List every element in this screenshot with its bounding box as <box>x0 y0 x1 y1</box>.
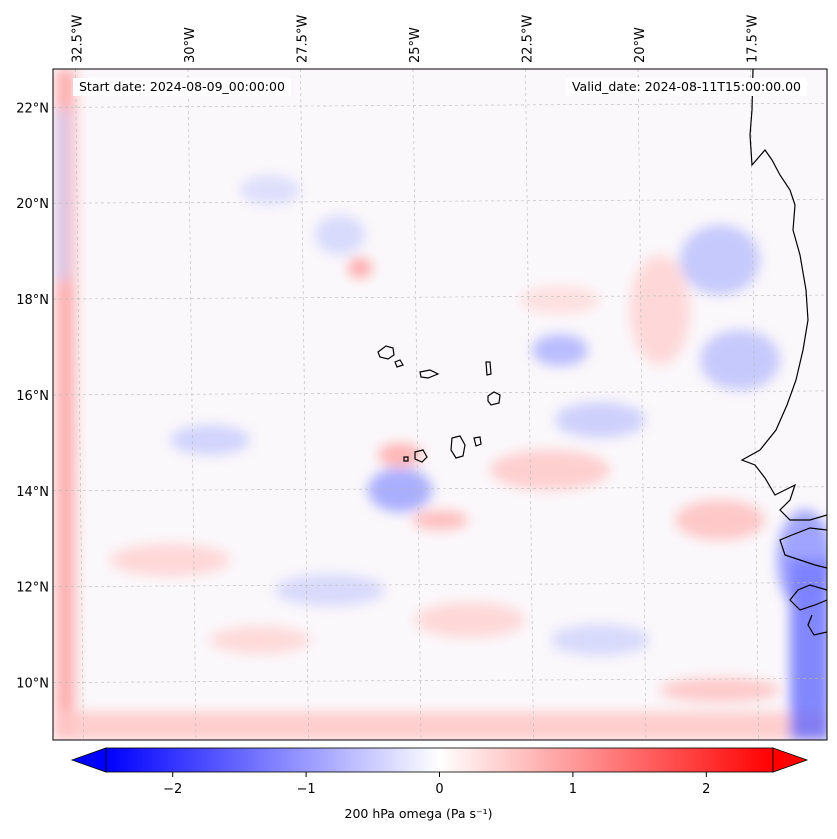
south-blue-patch-1 <box>275 574 385 606</box>
colorbar-tick-label: −2 <box>163 782 182 797</box>
colorbar-extend-right <box>772 747 809 773</box>
north-blue-patch-4 <box>240 175 300 205</box>
north-blue-patch-2 <box>700 330 780 390</box>
north-blue-patch-1 <box>680 225 760 295</box>
start-date-label: Start date: 2024-08-09_00:00:00 <box>73 78 291 96</box>
colorbar-tick-label: 0 <box>435 782 443 797</box>
latitude-labels: 22°N 20°N 18°N 16°N 14°N 12°N 10°N <box>16 101 49 691</box>
longitude-labels: 32.5°W 30°W 27.5°W 25°W 22.5°W 20°W 17.5°W <box>71 15 761 63</box>
colorbar-gradient <box>105 747 774 773</box>
meridian-line <box>525 69 534 740</box>
red-patch-2 <box>378 443 422 467</box>
red-patch-4 <box>490 450 610 490</box>
colorbar-ticks: −2 −1 0 1 2 <box>163 772 710 797</box>
longitude-label: 25°W <box>408 27 423 63</box>
red-patch-7 <box>110 544 230 576</box>
colorbar-tick-label: −1 <box>297 782 316 797</box>
colorbar-tick-label: 1 <box>569 782 577 797</box>
latitude-label: 18°N <box>16 293 49 308</box>
red-patch-6 <box>675 500 765 540</box>
colorbar: −2 −1 0 1 2 <box>70 747 809 797</box>
mid-blue-patch-1 <box>368 468 432 512</box>
red-patch-1 <box>348 258 372 278</box>
meridian-line <box>300 69 309 740</box>
meridian-line <box>412 69 422 740</box>
north-blue-patch-3 <box>315 215 365 255</box>
meridian-line <box>637 69 647 740</box>
island-santiago <box>450 435 466 459</box>
colorbar-extend-left <box>70 747 107 773</box>
map-panel <box>52 68 828 741</box>
latitude-label: 16°N <box>16 389 49 404</box>
mid-blue-patch-2 <box>532 334 588 366</box>
mid-blue-patch-3 <box>170 425 250 455</box>
omega-field <box>53 69 827 740</box>
mid-blue-patch-4 <box>555 402 645 438</box>
latitude-label: 14°N <box>16 485 49 500</box>
latitude-label: 20°N <box>16 197 49 212</box>
meridian-line <box>75 69 84 740</box>
longitude-label: 17.5°W <box>746 15 761 63</box>
longitude-label: 32.5°W <box>71 15 86 63</box>
map-background <box>53 69 827 740</box>
island-sal <box>485 361 492 376</box>
red-patch-9 <box>210 626 310 654</box>
africa-coastline <box>740 69 827 636</box>
red-patch-3 <box>412 510 468 530</box>
gridlines <box>53 69 827 740</box>
coastlines <box>377 69 827 636</box>
longitude-label: 20°W <box>633 27 648 63</box>
longitude-label: 27.5°W <box>296 15 311 63</box>
island-sao-vicente <box>394 359 404 368</box>
latitude-label: 12°N <box>16 581 49 596</box>
island-sao-nicolau <box>419 369 440 379</box>
left-edge-blue <box>55 110 69 280</box>
island-maio <box>473 436 482 447</box>
colorbar-tick-label: 2 <box>702 782 710 797</box>
island-santo-antao <box>377 345 395 360</box>
latitude-label: 22°N <box>16 101 49 116</box>
coastal-blue-patch <box>777 510 827 610</box>
colorbar-label: 200 hPa omega (Pa s⁻¹) <box>344 806 493 821</box>
island-boa-vista <box>487 391 501 406</box>
red-patch-5 <box>630 255 690 365</box>
meridian-line <box>750 69 759 740</box>
island-brava <box>403 456 409 462</box>
bottom-edge-band <box>53 712 827 740</box>
valid-date-label: Valid_date: 2024-08-11T15:00:00.00 <box>565 78 807 96</box>
longitude-label: 22.5°W <box>521 15 536 63</box>
map-frame <box>52 68 828 741</box>
red-patch-8 <box>415 602 525 638</box>
red-patch-11 <box>520 286 600 314</box>
latitude-label: 10°N <box>16 676 49 691</box>
red-patch-10 <box>660 678 780 702</box>
island-fogo <box>414 449 428 463</box>
longitude-label: 30°W <box>183 27 198 63</box>
meridian-line <box>187 69 197 740</box>
south-blue-patch-2 <box>550 624 650 656</box>
